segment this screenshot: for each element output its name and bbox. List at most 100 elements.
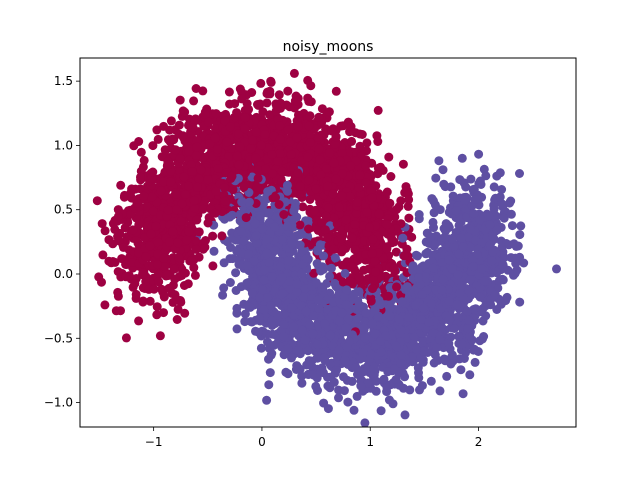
data-point-lower-moon (452, 300, 462, 310)
data-point-upper-moon (132, 198, 142, 208)
data-point-upper-moon (352, 197, 362, 207)
data-point-upper-moon (350, 245, 360, 255)
data-point-upper-moon (338, 277, 348, 287)
data-point-upper-moon (272, 102, 282, 112)
data-point-lower-moon (337, 308, 347, 318)
data-point-lower-moon (424, 317, 434, 327)
data-point-upper-moon (396, 196, 406, 206)
data-point-lower-moon (506, 209, 516, 219)
data-point-upper-moon (314, 144, 324, 154)
data-point-upper-moon (156, 186, 166, 196)
data-point-lower-moon (428, 263, 438, 273)
data-point-upper-moon (160, 262, 170, 271)
data-point-lower-moon (402, 282, 412, 292)
data-point-upper-moon (142, 202, 152, 212)
data-point-lower-moon (360, 418, 370, 428)
data-point-lower-moon (303, 346, 313, 356)
data-point-lower-moon (277, 235, 287, 245)
data-point-lower-moon (242, 278, 252, 288)
data-point-upper-moon (315, 155, 325, 165)
data-point-lower-moon (419, 303, 428, 313)
data-point-lower-moon (294, 363, 304, 373)
data-point-lower-moon (283, 369, 293, 379)
data-point-lower-moon (231, 286, 241, 295)
data-point-lower-moon (370, 329, 380, 339)
data-point-lower-moon (469, 209, 479, 219)
data-point-lower-moon (447, 264, 457, 274)
data-point-upper-moon (203, 175, 213, 185)
data-point-upper-moon (192, 142, 202, 152)
data-point-upper-moon (113, 291, 123, 301)
data-point-lower-moon (369, 363, 379, 373)
data-point-lower-moon (267, 272, 277, 282)
data-point-upper-moon (354, 272, 364, 282)
data-point-upper-moon (98, 250, 108, 260)
data-point-upper-moon (153, 249, 163, 259)
data-point-upper-moon (304, 224, 313, 234)
data-point-upper-moon (237, 87, 247, 97)
data-point-upper-moon (175, 154, 185, 163)
data-point-lower-moon (454, 312, 463, 322)
data-point-upper-moon (399, 251, 409, 261)
data-point-lower-moon (283, 344, 293, 354)
data-point-lower-moon (450, 324, 459, 333)
data-point-upper-moon (162, 270, 172, 280)
data-point-lower-moon (266, 301, 276, 311)
data-point-lower-moon (444, 315, 454, 325)
data-point-upper-moon (174, 120, 184, 130)
data-point-upper-moon (110, 257, 120, 267)
data-point-upper-moon (187, 256, 197, 266)
data-point-lower-moon (437, 323, 447, 333)
data-point-lower-moon (464, 315, 474, 325)
data-point-lower-moon (330, 253, 340, 263)
data-point-upper-moon (232, 108, 242, 118)
data-point-upper-moon (404, 195, 414, 205)
data-point-lower-moon (489, 182, 499, 192)
data-point-lower-moon (308, 329, 318, 339)
data-point-lower-moon (415, 385, 424, 395)
data-point-upper-moon (200, 110, 210, 120)
data-point-upper-moon (134, 248, 144, 258)
data-point-upper-moon (384, 152, 394, 162)
data-point-lower-moon (449, 241, 459, 251)
data-point-upper-moon (293, 168, 303, 178)
data-point-lower-moon (296, 268, 306, 278)
data-point-lower-moon (454, 249, 464, 259)
data-point-lower-moon (287, 303, 297, 313)
data-point-upper-moon (260, 130, 270, 139)
data-point-upper-moon (285, 137, 295, 147)
data-point-lower-moon (263, 187, 273, 197)
data-point-upper-moon (203, 117, 213, 127)
data-point-upper-moon (361, 178, 371, 188)
data-point-lower-moon (270, 222, 280, 232)
data-point-lower-moon (497, 185, 507, 194)
data-point-upper-moon (173, 238, 183, 248)
data-point-upper-moon (178, 131, 188, 141)
data-point-upper-moon (198, 244, 208, 254)
data-point-upper-moon (152, 125, 162, 135)
data-point-upper-moon (184, 146, 194, 156)
data-point-lower-moon (470, 195, 480, 204)
data-point-lower-moon (292, 279, 302, 289)
data-point-upper-moon (134, 316, 144, 326)
data-point-upper-moon (192, 136, 202, 146)
data-point-upper-moon (341, 215, 351, 225)
data-point-upper-moon (337, 191, 347, 201)
data-point-upper-moon (194, 174, 204, 184)
data-point-lower-moon (297, 247, 307, 257)
data-point-lower-moon (251, 231, 261, 241)
data-point-upper-moon (131, 289, 141, 299)
data-point-upper-moon (346, 276, 355, 286)
data-point-upper-moon (253, 165, 263, 175)
data-point-lower-moon (519, 258, 529, 268)
data-point-upper-moon (189, 96, 199, 106)
data-point-lower-moon (282, 221, 292, 231)
data-point-upper-moon (283, 86, 293, 96)
data-point-upper-moon (337, 225, 347, 235)
data-point-upper-moon (213, 145, 222, 155)
data-point-upper-moon (305, 111, 315, 121)
data-point-upper-moon (292, 133, 302, 143)
data-point-upper-moon (159, 308, 168, 318)
data-point-upper-moon (139, 191, 149, 201)
data-point-lower-moon (552, 264, 561, 274)
